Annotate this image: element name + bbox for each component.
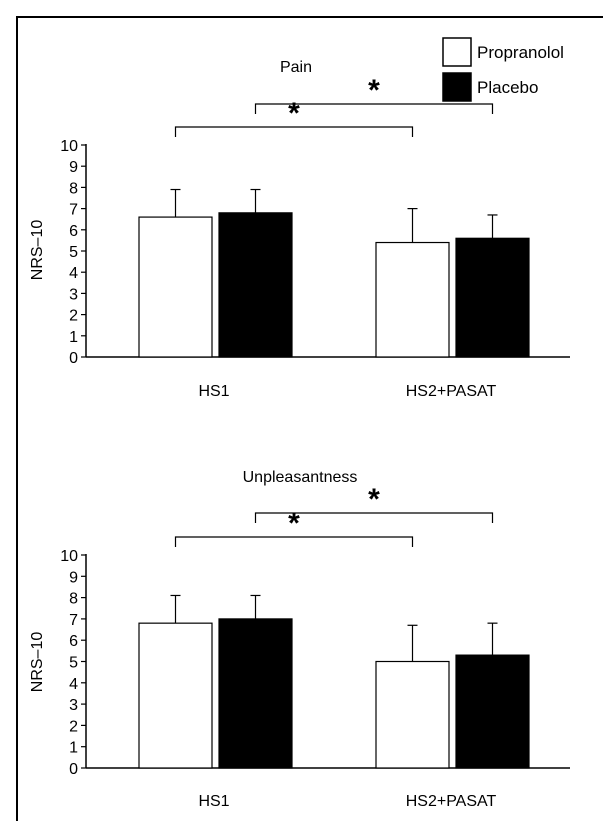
y-tick-label: 8 <box>69 591 78 608</box>
x-tick-label: HS1 <box>198 793 229 810</box>
y-axis-label: NRS–10 <box>29 632 46 693</box>
significance-bracket <box>174 126 414 137</box>
x-tick-label: HS2+PASAT <box>406 793 497 810</box>
significance-asterisk: * <box>368 483 380 516</box>
y-tick-label: 10 <box>60 548 78 565</box>
y-tick-label: 3 <box>69 286 78 303</box>
bar-propranolol <box>138 622 213 769</box>
panel-pain: Pain NRS–10 HS1 HS2+PASAT 0 1 2 3 4 5 6 7 8 9 10 * * <box>29 59 570 400</box>
bar-placebo <box>455 237 530 358</box>
y-tick-label: 5 <box>69 655 78 672</box>
y-tick-label: 7 <box>69 612 78 629</box>
x-tick-label: HS2+PASAT <box>406 383 497 400</box>
bar-placebo <box>218 212 293 358</box>
x-tick-label: HS1 <box>198 383 229 400</box>
y-tick-label: 6 <box>69 223 78 240</box>
y-tick-label: 8 <box>69 180 78 197</box>
y-tick-label: 1 <box>69 329 78 346</box>
bar-propranolol <box>375 660 450 769</box>
bar-propranolol <box>138 216 213 358</box>
y-tick-label: 2 <box>69 308 78 325</box>
figure-frame <box>16 16 603 821</box>
bar-placebo <box>455 654 530 769</box>
significance-asterisk: * <box>288 507 300 540</box>
legend-label-placebo: Placebo <box>477 78 538 97</box>
panel-unpleasantness: Unpleasantness NRS–10 HS1 HS2+PASAT 0 1 2 3… <box>29 469 570 810</box>
y-tick-label: 4 <box>69 676 78 693</box>
bar-placebo <box>218 618 293 769</box>
y-tick-label: 9 <box>69 159 78 176</box>
y-tick-label: 4 <box>69 265 78 282</box>
y-tick-label: 1 <box>69 740 78 757</box>
legend-label-propranolol: Propranolol <box>477 43 564 62</box>
legend-swatch-propranolol <box>442 37 472 67</box>
y-tick-label: 0 <box>69 761 78 778</box>
significance-bracket <box>174 536 414 547</box>
y-axis-label: NRS–10 <box>29 220 46 281</box>
y-tick-label: 5 <box>69 244 78 261</box>
bar-propranolol <box>375 241 450 358</box>
y-tick-label: 3 <box>69 697 78 714</box>
y-tick-label: 6 <box>69 633 78 650</box>
y-tick-label: 7 <box>69 202 78 219</box>
legend-swatch-placebo <box>442 72 472 102</box>
y-tick-label: 0 <box>69 350 78 367</box>
significance-bracket <box>254 512 494 523</box>
y-tick-label: 2 <box>69 718 78 735</box>
chart-title: Pain <box>280 59 312 76</box>
significance-bracket <box>254 103 494 114</box>
legend: Propranolol Placebo <box>442 37 564 102</box>
y-tick-label: 10 <box>60 138 78 155</box>
y-tick-label: 9 <box>69 569 78 586</box>
significance-asterisk: * <box>368 74 380 107</box>
significance-asterisk: * <box>288 97 300 130</box>
chart-title: Unpleasantness <box>243 469 358 486</box>
